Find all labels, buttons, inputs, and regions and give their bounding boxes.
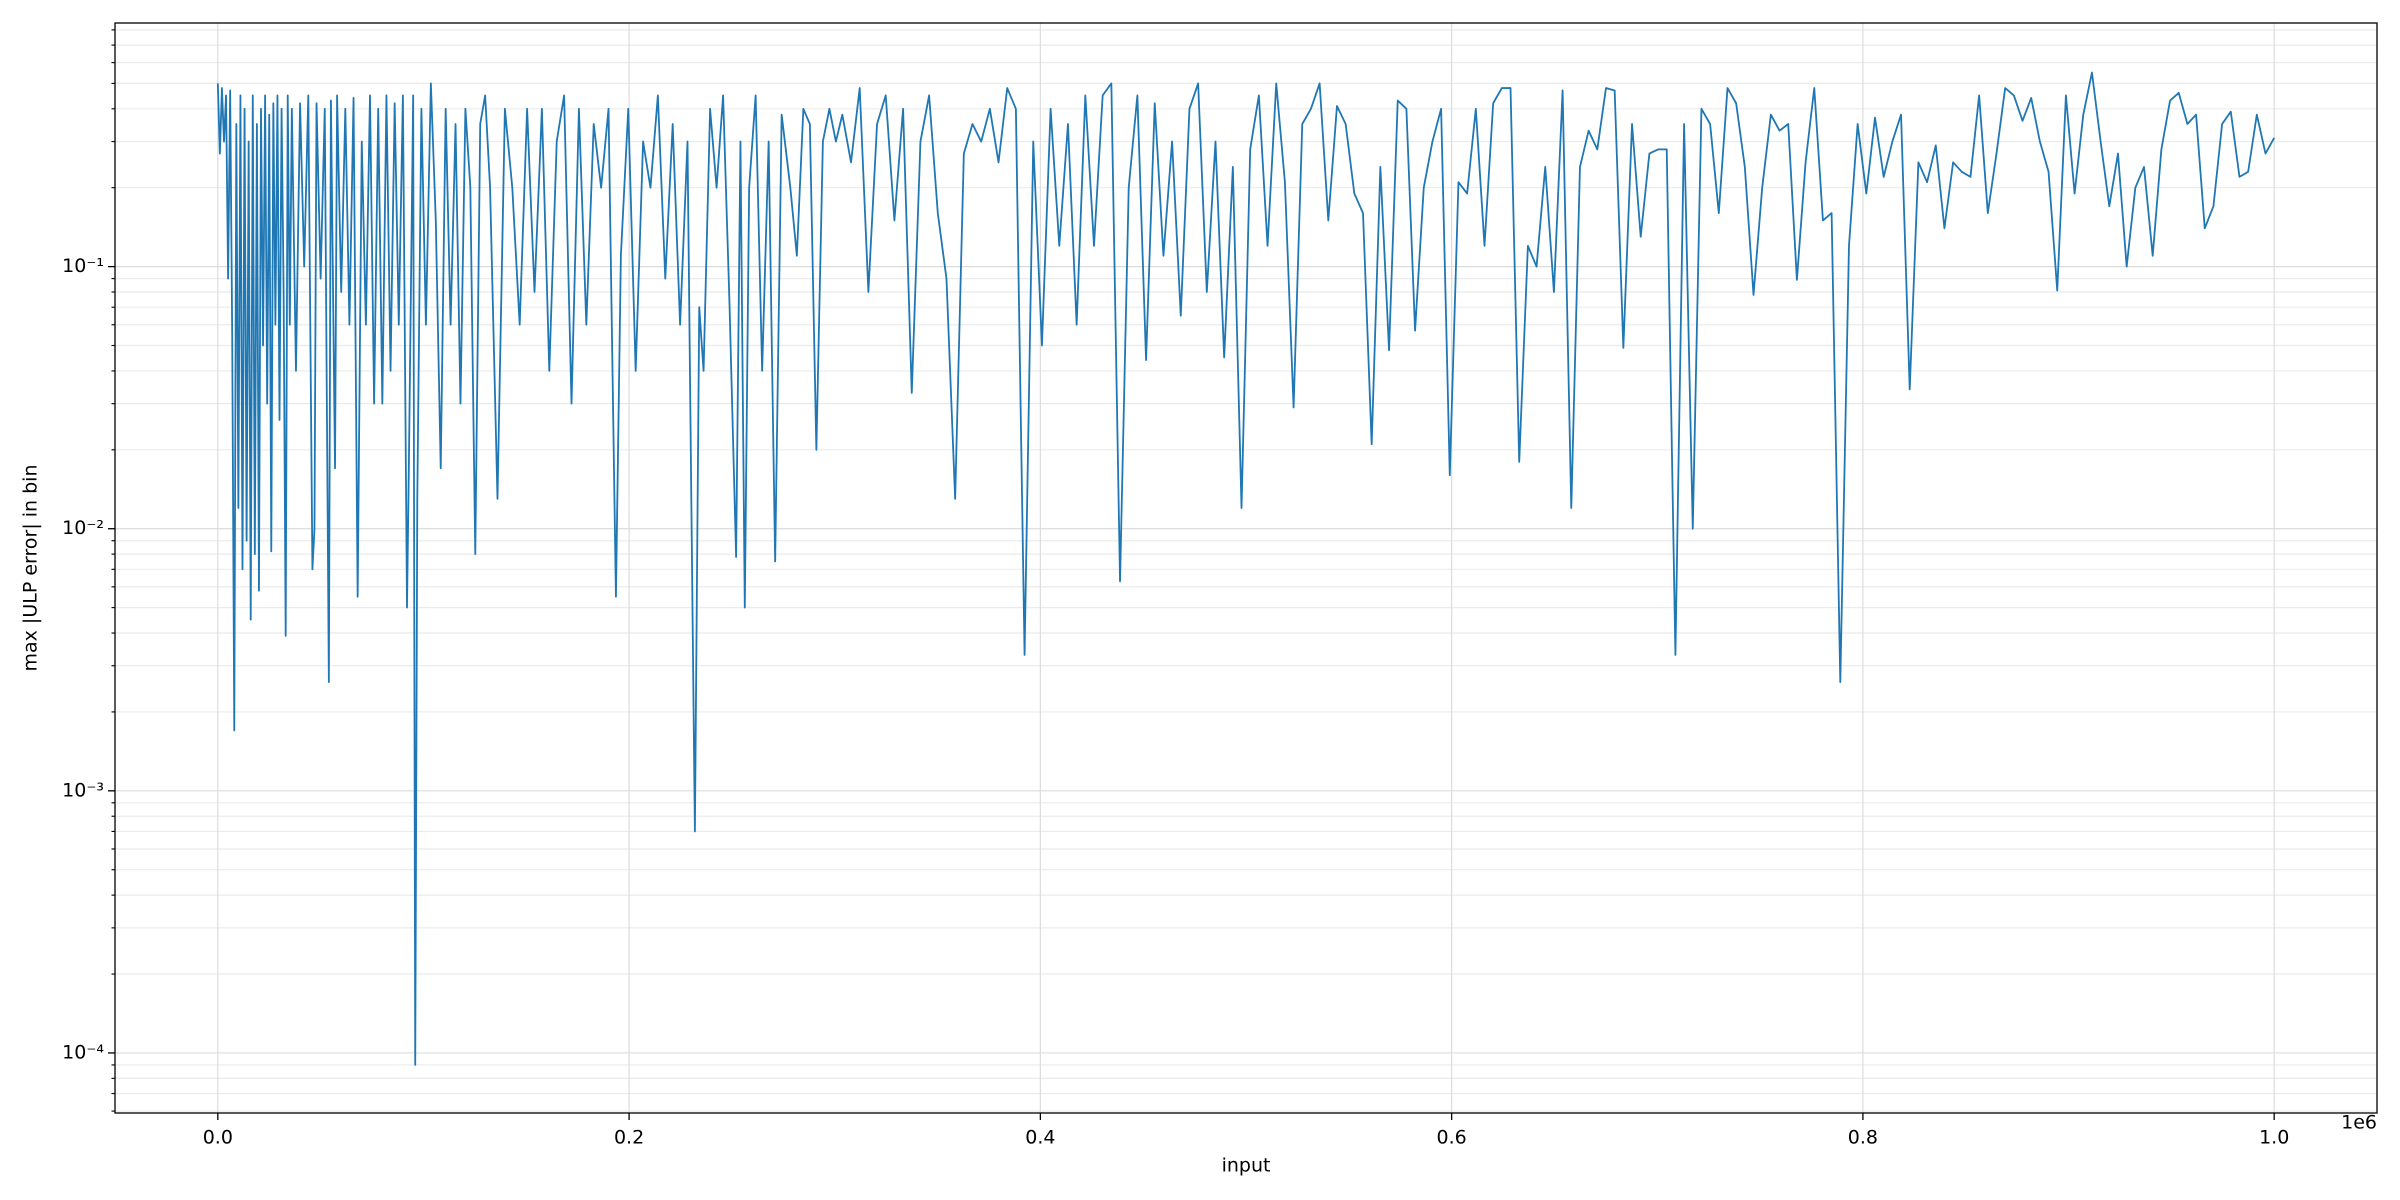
x-tick-label: 0.6 bbox=[1437, 1127, 1467, 1149]
x-axis-label: input bbox=[1222, 1155, 1271, 1177]
data-line bbox=[216, 71, 2275, 1066]
y-axis-label: max |ULP error| in bin bbox=[20, 464, 42, 671]
y-tick-label: 10⁻⁴ bbox=[62, 1041, 104, 1063]
y-tick-label: 10⁻² bbox=[62, 517, 104, 539]
x-tick-label: 0.8 bbox=[1848, 1127, 1878, 1149]
x-tick-label: 0.2 bbox=[614, 1127, 644, 1149]
plot-area bbox=[216, 71, 2275, 1066]
axes-frame bbox=[114, 22, 2378, 1114]
x-offset-label: 1e6 bbox=[2341, 1112, 2377, 1134]
x-tick-label: 1.0 bbox=[2259, 1127, 2289, 1149]
x-tick-label: 0.0 bbox=[203, 1127, 233, 1149]
x-tick-label: 0.4 bbox=[1025, 1127, 1055, 1149]
y-tick-label: 10⁻¹ bbox=[62, 255, 104, 277]
y-tick-label: 10⁻³ bbox=[62, 779, 104, 801]
axes: 10⁻⁴ 10⁻³ 10⁻² 10⁻¹ 0.0 0.2 0.4 0.6 0.8 1.0 bbox=[62, 22, 2378, 1149]
